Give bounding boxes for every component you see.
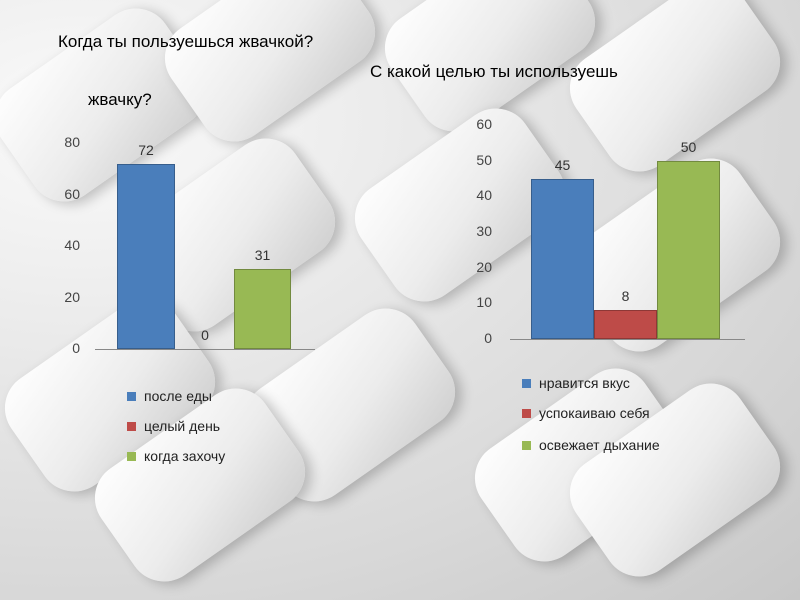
legend-label: освежает дыхание [539,437,660,453]
legend-label: после еды [144,388,212,404]
bar-1 [531,178,594,339]
data-label: 45 [554,156,571,173]
legend-label: нравится вкус [539,375,630,391]
y-tick-label: 40 [64,237,80,253]
legend-item: когда захочу [127,448,225,464]
y-tick-label: 40 [476,187,492,204]
y-tick-label: 50 [476,151,492,168]
y-tick-label: 10 [476,294,492,311]
bar-3 [657,160,720,339]
legend-item: успокаиваю себя [522,405,650,421]
legend-swatch [522,378,531,388]
data-label: 72 [138,141,154,158]
y-tick-label: 0 [484,330,492,346]
data-label: 31 [254,247,271,264]
legend-swatch [127,421,136,431]
legend-label: когда захочу [144,448,226,464]
legend-swatch [127,451,136,461]
y-tick-label: 60 [476,116,492,132]
legend-item: нравится вкус [522,375,630,391]
legend-label: успокаиваю себя [539,405,650,421]
chart1-title: Когда ты пользуешься жвачкой? [58,32,314,51]
legend-label: целый день [144,418,221,434]
data-label: 50 [680,138,697,155]
chart2-title-line1: С какой целью ты используешь [370,62,618,81]
legend-item: освежает дыхание [522,437,660,453]
legend-swatch [522,440,531,450]
bar-1 [117,163,175,349]
legend-swatch [522,408,531,418]
data-label: 8 [621,288,630,305]
x-axis-line [510,339,745,340]
chart2-title-line2: жвачку? [88,90,152,109]
legend-item: после еды [127,388,212,404]
data-label: 0 [201,327,209,343]
legend-swatch [127,391,136,401]
y-tick-label: 30 [476,223,492,239]
y-tick-label: 80 [64,134,80,150]
y-tick-label: 60 [64,185,80,202]
y-tick-label: 20 [64,288,80,305]
y-tick-label: 20 [476,258,492,275]
legend-item: целый день [127,418,220,434]
bar-3 [234,269,291,349]
bar-2 [594,310,657,339]
x-axis-line [95,349,315,350]
y-tick-label: 0 [72,340,80,356]
